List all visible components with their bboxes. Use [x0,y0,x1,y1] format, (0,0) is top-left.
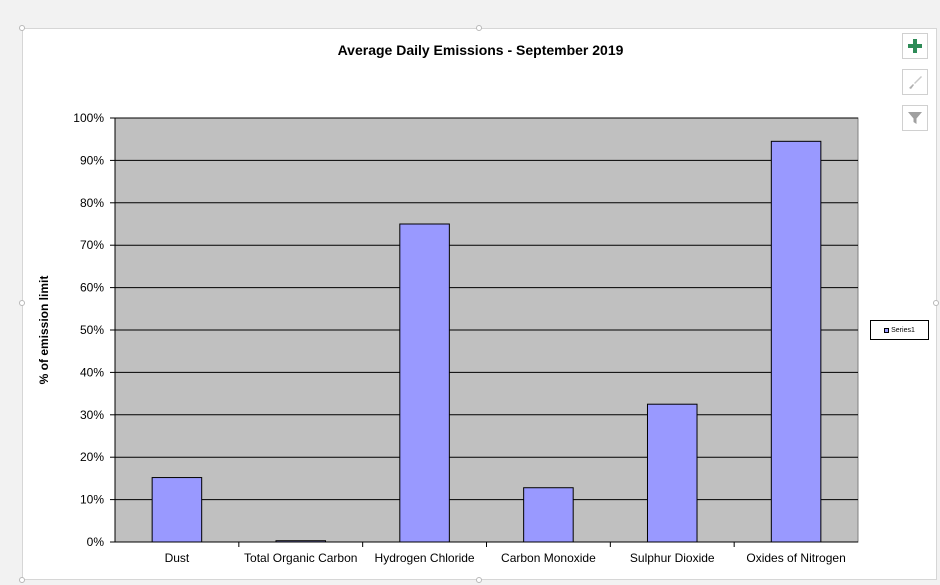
legend-label: Series1 [891,326,915,334]
y-tick-label: 50% [80,323,104,337]
chart-filters-button[interactable] [902,105,928,131]
bar [151,477,203,543]
y-tick-label: 30% [80,408,104,422]
x-tick-label: Dust [165,551,190,565]
resize-handle-top-left[interactable] [19,25,25,31]
resize-handle-bottom-center[interactable] [476,577,482,583]
bar [399,223,450,543]
brush-icon [909,76,922,89]
y-tick-label: 90% [80,153,104,167]
legend[interactable]: Series1 [870,320,929,340]
resize-handle-middle-left[interactable] [19,300,25,306]
y-tick-label: 60% [80,281,104,295]
y-tick-label: 20% [80,450,104,464]
y-axis-title: % of emission limit [37,276,51,385]
filter-icon [908,112,922,124]
x-tick-label: Oxides of Nitrogen [746,551,845,565]
bar [523,487,574,543]
y-tick-label: 40% [80,365,104,379]
legend-swatch [884,327,890,333]
bar [646,403,698,543]
chart-styles-button[interactable] [902,69,928,95]
x-tick-label: Carbon Monoxide [501,551,596,565]
x-tick-label: Hydrogen Chloride [375,551,475,565]
chart-title: Average Daily Emissions - September 2019 [337,42,624,58]
y-tick-label: 0% [87,535,105,549]
bar [275,540,327,543]
resize-handle-bottom-left[interactable] [19,577,25,583]
chart-elements-button[interactable] [902,33,928,59]
y-tick-label: 70% [80,238,104,252]
resize-handle-top-center[interactable] [476,25,482,31]
x-tick-label: Total Organic Carbon [244,551,357,565]
y-tick-label: 10% [80,493,104,507]
x-tick-label: Sulphur Dioxide [630,551,715,565]
bar [770,140,822,543]
resize-handle-middle-right[interactable] [933,300,939,306]
y-tick-label: 100% [73,111,104,125]
plus-icon [908,39,922,53]
y-tick-label: 80% [80,196,104,210]
